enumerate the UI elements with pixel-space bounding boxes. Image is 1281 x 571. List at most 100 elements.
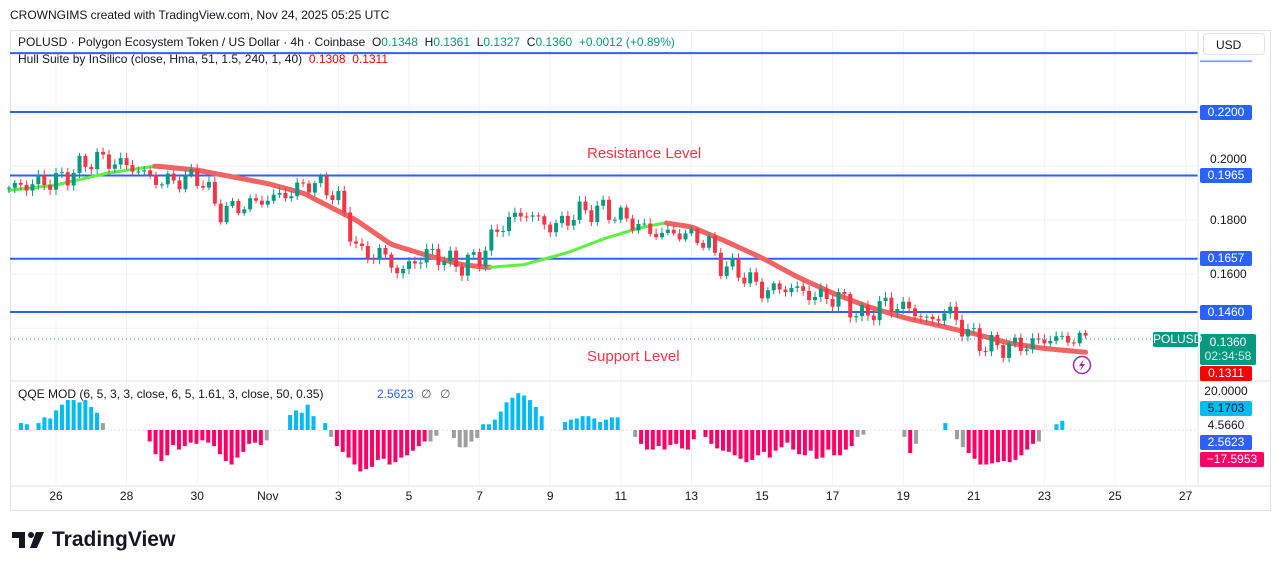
candle-body (701, 242, 706, 248)
x-tick-label: 7 (476, 489, 483, 503)
candle-body (65, 172, 70, 186)
currency-button[interactable]: USD (1203, 33, 1265, 55)
qqe-bar (370, 430, 374, 467)
candle-body (595, 205, 600, 222)
last-price-value: 0.1360 (1209, 335, 1247, 349)
candle-body (301, 182, 306, 184)
qqe-bar (19, 423, 23, 430)
qqe-bar (773, 430, 778, 451)
candle-body (495, 229, 500, 232)
qqe-bar (586, 416, 591, 430)
qqe-bar (59, 404, 64, 430)
candle-body (571, 219, 576, 226)
qqe-bar (1054, 424, 1059, 430)
candle-body (601, 199, 606, 206)
qqe-bar (843, 430, 848, 450)
qqe-bar (293, 410, 298, 430)
qqe-bar (510, 397, 515, 430)
qqe-bar (609, 417, 614, 430)
qqe-bar (680, 430, 685, 449)
qqe-bar (943, 423, 948, 430)
candle-body (295, 182, 300, 197)
candle-body (142, 170, 147, 172)
qqe-bar (352, 430, 357, 465)
candle-body (765, 290, 770, 299)
candle-body (554, 223, 559, 233)
tradingview-logo[interactable]: TradingView (12, 528, 175, 552)
candle-body (1042, 339, 1047, 344)
qqe-axis-label: 5.1703 (1200, 400, 1252, 416)
candle-body (754, 272, 759, 282)
qqe-bar (838, 430, 842, 456)
candle-body (183, 174, 188, 190)
candle-body (224, 205, 229, 223)
close-value: 0.1360 (535, 35, 573, 49)
qqe-bar (1060, 420, 1065, 430)
candle-body (1030, 338, 1035, 350)
hull-legend[interactable]: Hull Suite by InSilico (close, Hma, 51, … (18, 52, 388, 66)
qqe-bar (972, 430, 977, 459)
candle-body (471, 252, 476, 255)
candle-body (712, 236, 717, 253)
candle-body (777, 283, 782, 290)
qqe-bar (604, 419, 608, 430)
candle-body (795, 286, 800, 288)
qqe-bar (995, 430, 1000, 463)
qqe-bar (323, 423, 328, 430)
candle-body (42, 175, 47, 185)
qqe-bar (206, 430, 211, 443)
candle-body (177, 180, 182, 190)
candle-body (659, 232, 664, 238)
qqe-bar (726, 430, 731, 452)
candle-body (248, 198, 253, 210)
resistance-label[interactable]: Resistance Level (587, 145, 702, 162)
candle-body (436, 248, 441, 266)
qqe-bar (498, 411, 503, 430)
qqe-bar (340, 430, 345, 452)
qqe-bar (229, 430, 234, 465)
qqe-bar (615, 417, 620, 430)
candle-body (865, 305, 870, 316)
candle-body (312, 183, 317, 193)
x-tick-label: 21 (967, 489, 981, 503)
candles (6, 147, 1088, 363)
support-label[interactable]: Support Level (587, 348, 680, 365)
candle-body (707, 236, 712, 248)
candle-body (54, 173, 58, 190)
candle-body (1024, 349, 1029, 352)
qqe-bar (422, 430, 427, 442)
candle-body (365, 245, 370, 259)
change-value: +0.0012 (+0.89%) (578, 35, 675, 49)
candle-body (354, 241, 359, 244)
qqe-bar (487, 424, 491, 430)
candle-body (1007, 343, 1012, 358)
candle-body (283, 192, 288, 199)
qqe-bar (568, 419, 573, 430)
candle-body (271, 194, 276, 201)
qqe-bar (849, 430, 854, 447)
qqe-bar (182, 430, 187, 447)
qqe-bar (527, 400, 532, 430)
candle-body (783, 289, 788, 293)
candle-body (1077, 332, 1082, 344)
lightning-icon[interactable] (1072, 355, 1092, 375)
qqe-bar (77, 402, 82, 430)
symbol-title[interactable]: POLUSD · Polygon Ecosystem Token / US Do… (18, 35, 366, 49)
qqe-bar (346, 430, 351, 458)
brand-name: TradingView (52, 528, 176, 551)
qqe-bar (1007, 430, 1012, 463)
x-tick-label: 27 (1179, 489, 1193, 503)
x-tick-label: 25 (1108, 489, 1122, 503)
qqe-bar (188, 430, 193, 443)
level-price-tag: 0.1460 (1200, 304, 1252, 320)
qqe-bar (966, 430, 971, 453)
qqe-legend[interactable]: QQE MOD (6, 5, 3, 3, close, 6, 5, 1.61, … (18, 387, 450, 401)
qqe-bar (165, 430, 170, 456)
candle-body (883, 297, 888, 302)
qqe-bar (633, 430, 638, 437)
candle-body (518, 212, 523, 217)
qqe-bar (902, 430, 907, 437)
qqe-bar (457, 430, 462, 448)
hull-value-1: 0.1308 (308, 52, 346, 66)
